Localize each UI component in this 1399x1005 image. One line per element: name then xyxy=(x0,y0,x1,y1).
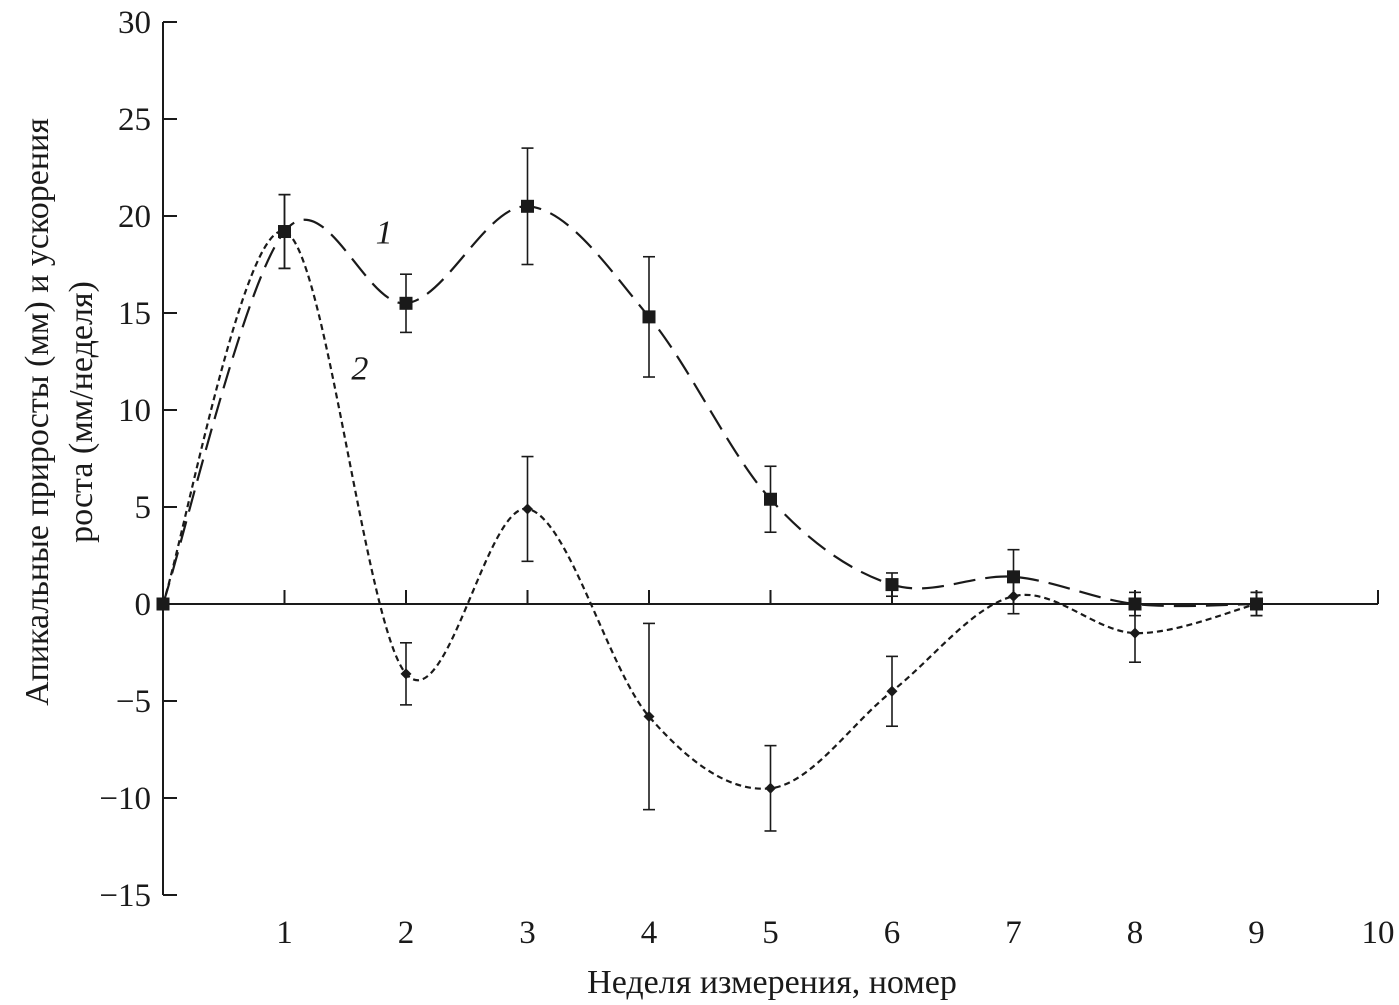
y-tick-label: 15 xyxy=(118,296,151,332)
series-curves xyxy=(161,205,1257,790)
x-tick-label: 3 xyxy=(519,915,536,951)
series-2-point xyxy=(157,598,169,610)
curve-annotations: 1 2 xyxy=(351,215,392,388)
series-1-point xyxy=(399,296,413,310)
x-tick-label: 4 xyxy=(641,915,658,951)
x-tick-label: 7 xyxy=(1005,915,1022,951)
axis-labels: Неделя измерения, номер Апикальные приро… xyxy=(19,118,957,1001)
x-tick-label: 1 xyxy=(276,915,293,951)
series-2-point xyxy=(643,711,655,723)
error-bars xyxy=(278,147,1263,832)
y-tick-label: 0 xyxy=(135,587,152,623)
x-tick-label: 2 xyxy=(398,915,415,951)
y-tick-label: 10 xyxy=(118,393,151,429)
series-2-point xyxy=(522,503,533,515)
series-2-point xyxy=(1129,627,1141,639)
y-tick-label: 30 xyxy=(118,5,151,41)
series-1-point xyxy=(885,578,899,592)
y-axis-title-line-1: Апикальные приросты (мм) и ускорения xyxy=(19,118,56,706)
series-1-point xyxy=(764,492,777,506)
y-tick-label: −10 xyxy=(99,781,151,817)
y-tick-label: −15 xyxy=(99,878,151,914)
x-tick-label: 9 xyxy=(1248,915,1265,951)
series-2-point xyxy=(765,782,776,794)
x-tick-label: 6 xyxy=(884,915,901,951)
y-tick-label: 5 xyxy=(135,490,152,526)
curve-label-1: 1 xyxy=(376,215,393,252)
series-1-line xyxy=(161,205,1257,608)
y-tick-label: 20 xyxy=(118,199,151,235)
series-markers xyxy=(156,199,1263,794)
series-2-point xyxy=(886,685,898,697)
y-tick-label: 25 xyxy=(118,102,151,138)
axes: −15 −10 −5 0 5 10 15 20 25 30 1 2 3 4 5 6 7 8 9 10 xyxy=(99,5,1394,951)
y-tick-label: −5 xyxy=(116,684,151,720)
series-2-point xyxy=(279,226,290,238)
series-2-line xyxy=(161,230,1257,790)
series-1-point xyxy=(1128,597,1142,611)
series-1-point xyxy=(642,310,656,324)
series-2-point xyxy=(1251,598,1262,610)
x-tick-label: 5 xyxy=(762,915,779,951)
x-tick-label: 8 xyxy=(1127,915,1144,951)
series-2-point xyxy=(1008,590,1019,602)
series-1-point xyxy=(1007,570,1020,584)
series-2-point xyxy=(400,668,412,680)
y-axis-title-line-2: роста (мм/неделя) xyxy=(63,281,100,543)
x-axis-title: Неделя измерения, номер xyxy=(587,964,957,1001)
x-tick-label: 10 xyxy=(1362,915,1395,951)
series-1-point xyxy=(521,199,534,213)
curve-label-2: 2 xyxy=(351,350,368,387)
